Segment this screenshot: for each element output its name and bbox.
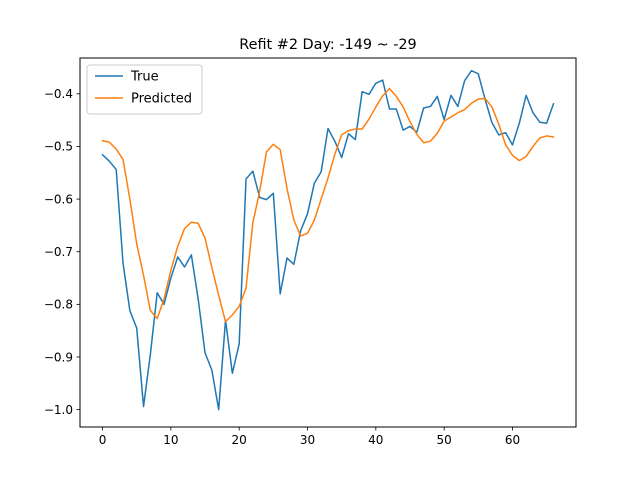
x-tick-label: 50: [437, 433, 452, 447]
series-line-true: [101, 69, 555, 411]
legend-label-predicted: Predicted: [131, 92, 192, 107]
x-tick-label: 30: [300, 433, 315, 447]
y-tick-label: −0.7: [44, 245, 73, 259]
series-line-predicted: [101, 87, 555, 323]
plot-area: 0 10 20 30 40 50 60 −1.0 −0.9 −0.8 −0.7 −0.6 −0.5 −0…: [44, 57, 577, 447]
y-tick-label: −0.8: [44, 298, 73, 312]
y-tick-label: −0.6: [44, 192, 73, 206]
legend: True Predicted: [86, 64, 203, 115]
y-tick-label: −0.9: [44, 350, 73, 364]
y-axis: −1.0 −0.9 −0.8 −0.7 −0.6 −0.5 −0.4: [44, 87, 80, 417]
axes-background: [80, 58, 576, 427]
chart-title: Refit #2 Day: -149 ~ -29: [239, 37, 416, 53]
series-layer: [101, 69, 555, 411]
x-tick-label: 60: [505, 433, 520, 447]
x-tick-label: 40: [368, 433, 383, 447]
x-tick-label: 20: [232, 433, 247, 447]
x-tick-label: 10: [163, 433, 178, 447]
legend-label-true: True: [130, 70, 159, 85]
y-tick-label: −0.5: [44, 140, 73, 154]
axes-frame: [79, 57, 577, 428]
x-tick-label: 0: [99, 433, 107, 447]
legend-box: [86, 64, 203, 115]
y-tick-label: −0.4: [44, 87, 73, 101]
y-tick-label: −1.0: [44, 403, 73, 417]
x-axis: 0 10 20 30 40 50 60: [99, 427, 520, 447]
